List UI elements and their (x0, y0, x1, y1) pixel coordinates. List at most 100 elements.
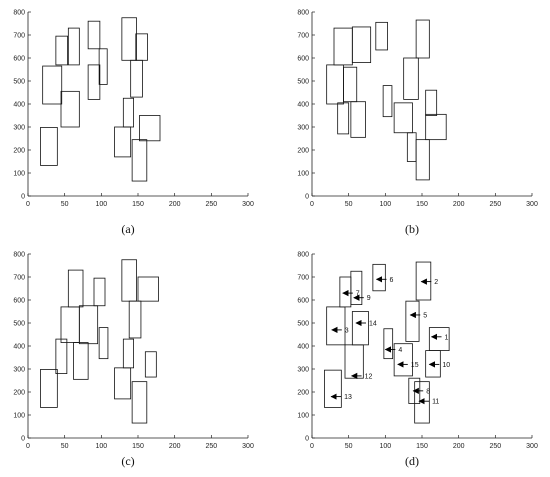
panel-a-rect-14 (139, 115, 161, 142)
panel-c-y-tick-label: 200 (13, 390, 25, 397)
panel-c-x-tick-label: 250 (205, 443, 217, 450)
panel-c-rect-11 (128, 300, 142, 339)
panel-b-x-tick-label: 250 (489, 201, 501, 208)
panel-a-x-tick-label: 250 (205, 201, 217, 208)
panel-b-caption: (b) (405, 222, 419, 236)
panel-d-arrow-label-4: 4 (398, 347, 402, 354)
panel-c-y-tick-label: 700 (13, 275, 25, 282)
panel-a-rect-1 (40, 127, 58, 166)
panel-a-y-tick-label: 0 (21, 194, 25, 201)
panel-a-y-tick-label: 200 (13, 148, 25, 155)
panel-d-rect-12 (393, 343, 413, 377)
panel-c-rect-10 (137, 276, 159, 302)
panel-d: 0 100 200 300 400 500 600 700 800 0 50 100 150 200 250… (297, 252, 538, 469)
panel-c-rect-13 (114, 367, 132, 400)
panel-c-rect-5 (78, 305, 99, 345)
panel-d-arrow-label-8: 8 (426, 388, 430, 395)
panel-d-rect-10 (405, 300, 420, 342)
panel-a-x-tick-label: 150 (132, 201, 144, 208)
panel-c-y-tick-label: 400 (13, 344, 25, 351)
panel-d-rect-8 (383, 328, 394, 360)
panel-b-y-tick-label: 0 (305, 194, 309, 201)
panel-a-y-tick-label: 600 (13, 56, 25, 63)
panel-a-rect-7 (98, 48, 108, 85)
panel-a-x-tick-label: 0 (26, 201, 30, 208)
panel-b-rect-13 (425, 113, 447, 141)
panel-c-rect-1 (40, 369, 58, 408)
panel-a-rect-3 (67, 27, 80, 66)
panel-b-rect-10 (403, 57, 419, 100)
panel-b-rect-3 (326, 64, 344, 105)
panel-d-arrow-label-14: 14 (369, 321, 377, 328)
panel-c-y-tick-label: 0 (21, 436, 25, 443)
panel-b-x-tick-label: 0 (310, 201, 314, 208)
panel-b-rect-6 (350, 101, 366, 138)
panel-d-x-tick-label: 100 (379, 443, 391, 450)
panel-b-x-tick-label: 200 (453, 201, 465, 208)
panel-b-y-tick-label: 500 (297, 79, 309, 86)
panel-a-rect-8 (87, 64, 101, 100)
panel-b-y-tick-label: 600 (297, 56, 309, 63)
panel-c-y-tick-label: 100 (13, 413, 25, 420)
panel-b-y-tick-label: 400 (297, 102, 309, 109)
panel-d-x-tick-label: 300 (526, 443, 538, 450)
panel-d-arrow-label-1: 1 (445, 334, 449, 341)
panel-d-rect-9 (415, 261, 432, 301)
panel-b-x-tick-label: 50 (345, 201, 353, 208)
panel-d-y-tick-label: 600 (297, 298, 309, 305)
panel-d-rect-2 (339, 276, 352, 308)
panel-b-y-tick-label: 800 (297, 10, 309, 17)
panel-a-rect-10 (135, 33, 148, 61)
panel-b-rect-11 (425, 89, 438, 116)
panel-b-y-tick-label: 200 (297, 148, 309, 155)
panel-c-x-tick-label: 200 (169, 443, 181, 450)
panel-d-x-tick-label: 0 (310, 443, 314, 450)
panel-d-y-tick-label: 200 (297, 390, 309, 397)
panel-a-y-tick-label: 700 (13, 33, 25, 40)
panel-c-y-tick-label: 600 (13, 298, 25, 305)
panel-b-rect-12 (393, 102, 413, 134)
panel-d-y-tick-label: 800 (297, 252, 309, 259)
panel-a-x-tick-label: 100 (95, 201, 107, 208)
panel-d-arrow-label-10: 10 (442, 362, 450, 369)
panel-c-x-tick-label: 50 (61, 443, 69, 450)
panel-d-rect-15 (414, 381, 430, 424)
panel-d-y-tick-label: 500 (297, 321, 309, 328)
panel-c-rect-6 (73, 342, 89, 380)
panel-b-y-tick-label: 300 (297, 125, 309, 132)
panel-b-x-tick-label: 100 (379, 201, 391, 208)
panel-b-rect-15 (415, 139, 430, 181)
panel-b-rect-2 (351, 26, 372, 64)
panel-a-caption: (a) (121, 222, 134, 236)
panel-d-y-tick-label: 100 (297, 413, 309, 420)
panel-c-rect-9 (121, 259, 137, 302)
panel-c-y-tick-label: 500 (13, 321, 25, 328)
panel-b: 0 100 200 300 400 500 600 700 800 0 50 100 150 200 250… (297, 10, 538, 237)
panel-d-x-tick-label: 50 (345, 443, 353, 450)
panel-a: 0 100 200 300 400 500 600 700 800 0 50 100 150 200 250… (13, 10, 254, 237)
panel-d-caption: (d) (405, 454, 419, 468)
panel-c-caption: (c) (121, 454, 134, 468)
panel-b-rect-4 (343, 66, 358, 103)
panel-b-rect-8 (382, 85, 393, 118)
panel-a-rect-6 (87, 20, 101, 50)
panel-d-arrow-label-3: 3 (345, 327, 349, 334)
panel-a-rect-15 (131, 139, 148, 182)
panel-d-rect-1 (324, 369, 342, 408)
panel-c-rect-14 (144, 351, 157, 378)
panel-b-y-tick-label: 700 (297, 33, 309, 40)
panel-c-rect-2 (55, 338, 68, 375)
panel-c: 0 100 200 300 400 500 600 700 800 0 50 100 150 200 250… (13, 252, 254, 469)
panel-c-rect-15 (131, 381, 148, 424)
panel-a-rect-12 (122, 97, 135, 128)
panel-b-y-tick-label: 100 (297, 171, 309, 178)
panel-d-rect-13 (425, 350, 441, 378)
panel-d-y-tick-label: 700 (297, 275, 309, 282)
panel-d-y-tick-label: 400 (297, 344, 309, 351)
panel-d-arrow-label-6: 6 (390, 277, 394, 284)
panel-a-y-tick-label: 500 (13, 79, 25, 86)
panel-a-rect-4 (42, 65, 63, 105)
panel-d-arrow-label-2: 2 (434, 279, 438, 286)
panel-d-rect-4 (344, 344, 364, 379)
